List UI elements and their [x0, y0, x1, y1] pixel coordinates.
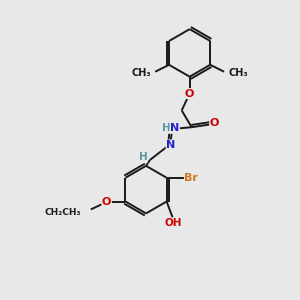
Text: O: O [210, 118, 219, 128]
Text: O: O [102, 196, 111, 206]
Text: N: N [170, 123, 179, 133]
Text: H: H [163, 123, 171, 133]
Text: H: H [139, 152, 147, 162]
Text: CH₃: CH₃ [228, 68, 248, 78]
Text: OH: OH [165, 218, 182, 228]
Text: O: O [185, 88, 194, 98]
Text: Br: Br [184, 173, 198, 183]
Text: N: N [166, 140, 176, 150]
Text: CH₂CH₃: CH₂CH₃ [44, 208, 81, 217]
Text: CH₃: CH₃ [132, 68, 151, 78]
